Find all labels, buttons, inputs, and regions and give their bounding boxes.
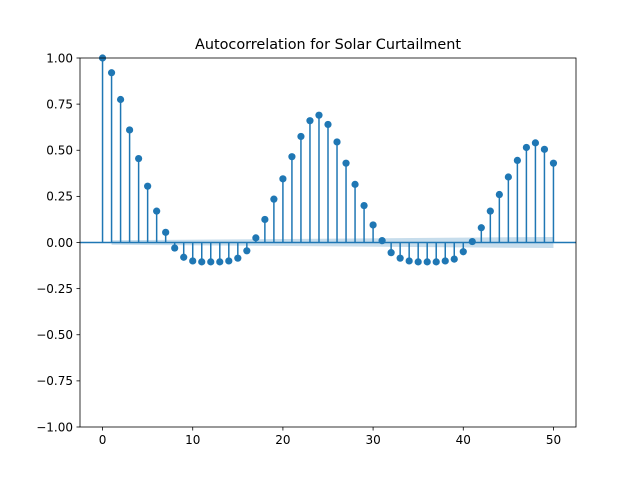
chart-title: Autocorrelation for Solar Curtailment: [195, 37, 461, 53]
x-tick-label: 0: [99, 433, 107, 447]
acf-point-lag-18: [261, 215, 269, 224]
acf-point-lag-9: [180, 253, 188, 261]
acf-point-lag-38: [441, 257, 449, 265]
acf-point-lag-35: [414, 258, 422, 266]
acf-point-lag-19: [270, 195, 278, 203]
y-tick-label: 0.00: [46, 236, 73, 250]
acf-point-lag-45: [504, 173, 512, 181]
y-tick-label: −0.50: [36, 328, 73, 342]
acf-point-lag-42: [477, 224, 485, 232]
acf-point-lag-34: [405, 257, 413, 265]
x-tick-label: 30: [365, 433, 380, 447]
y-tick-label: 0.25: [46, 190, 73, 204]
acf-point-lag-46: [513, 156, 521, 164]
acf-point-lag-23: [306, 117, 314, 125]
acf-point-lag-47: [522, 143, 531, 152]
x-tick-label: 20: [275, 433, 290, 447]
acf-point-lag-39: [450, 255, 458, 263]
acf-point-lag-25: [324, 120, 332, 129]
acf-point-lag-1: [107, 69, 116, 77]
y-tick-label: −0.75: [36, 374, 73, 388]
acf-point-lag-4: [135, 154, 143, 163]
acf-point-lag-27: [342, 159, 350, 167]
acf-point-lag-32: [387, 249, 395, 257]
acf-point-lag-11: [198, 258, 206, 266]
acf-point-lag-13: [216, 258, 224, 266]
x-tick-label: 40: [456, 433, 471, 447]
acf-point-lag-43: [486, 207, 494, 215]
y-tick-label: 1.00: [46, 51, 73, 65]
y-axis-ticks: −1.00 −0.75 −0.50 −0.25 0.00 0.25 0.50 0.75 1.00: [36, 51, 80, 434]
acf-point-lag-36: [423, 258, 431, 266]
acf-point-lag-30: [369, 221, 377, 229]
y-tick-label: 0.50: [46, 144, 73, 158]
acf-point-lag-48: [531, 139, 540, 147]
acf-point-lag-21: [288, 153, 296, 161]
stem-layer: [101, 58, 555, 262]
acf-point-lag-8: [171, 244, 179, 252]
y-tick-label: 0.75: [46, 97, 73, 111]
acf-point-lag-37: [432, 258, 440, 266]
marker-layer: [98, 54, 558, 266]
acf-point-lag-17: [252, 234, 260, 242]
acf-point-lag-41: [468, 237, 476, 246]
acf-point-lag-5: [144, 182, 152, 190]
acf-point-lag-20: [279, 175, 287, 183]
x-tick-label: 10: [185, 433, 200, 447]
acf-point-lag-10: [189, 257, 197, 265]
acf-point-lag-24: [315, 111, 323, 119]
acf-point-lag-14: [225, 257, 233, 265]
acf-point-lag-16: [243, 247, 251, 255]
acf-point-lag-12: [207, 258, 215, 266]
acf-point-lag-7: [162, 228, 170, 236]
x-tick-label: 50: [546, 433, 561, 447]
acf-point-lag-40: [459, 248, 467, 256]
acf-point-lag-22: [297, 132, 305, 141]
acf-point-lag-44: [495, 190, 503, 199]
acf-point-lag-3: [126, 126, 134, 134]
acf-point-lag-6: [153, 207, 161, 215]
acf-point-lag-26: [333, 138, 341, 146]
acf-point-lag-31: [378, 237, 386, 245]
acf-point-lag-33: [396, 254, 404, 262]
acf-point-lag-28: [351, 180, 359, 188]
acf-point-lag-15: [234, 254, 242, 262]
acf-point-lag-29: [360, 202, 368, 210]
x-axis-ticks: 0 10 20 30 40 50: [99, 427, 561, 447]
y-tick-label: −0.25: [36, 282, 73, 296]
acf-point-lag-49: [540, 145, 549, 153]
acf-point-lag-50: [549, 159, 558, 167]
y-tick-label: −1.00: [36, 420, 73, 434]
acf-point-lag-2: [116, 95, 125, 104]
